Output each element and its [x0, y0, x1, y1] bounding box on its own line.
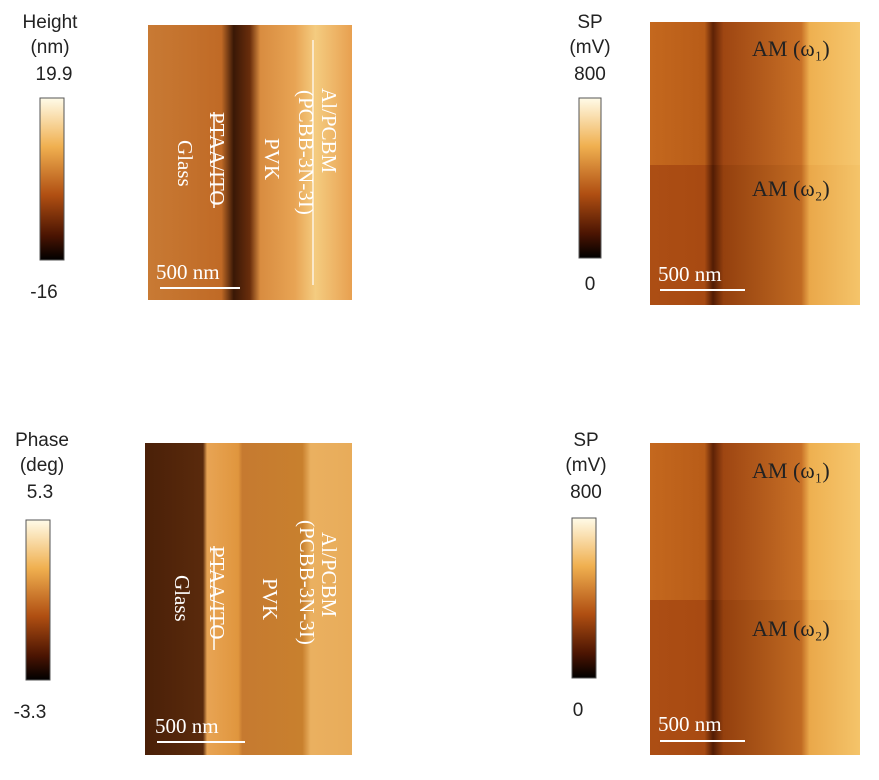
afm-image — [650, 22, 860, 165]
layer-label: Glass — [170, 575, 194, 622]
afm-image — [650, 165, 860, 305]
panel-height: Height (nm) 19.9 -16 Glass PTAA/ITO PVK … — [23, 12, 352, 303]
scale-bar-label: 500 nm — [658, 712, 722, 736]
colorbar-max: 5.3 — [27, 482, 53, 503]
layer-label: PVK — [260, 138, 284, 180]
colorbar-title: SP — [577, 12, 602, 33]
colorbar-min: -3.3 — [14, 702, 47, 723]
panel-phase: Phase (deg) 5.3 -3.3 Glass PTAA/ITO PVK … — [14, 430, 352, 755]
colorbar — [571, 517, 597, 679]
colorbar-min: 0 — [573, 700, 584, 721]
colorbar-min: -16 — [30, 282, 57, 303]
colorbar-title: SP — [573, 430, 598, 451]
colorbar-unit: (nm) — [30, 37, 69, 58]
scale-bar-label: 500 nm — [658, 262, 722, 286]
layer-label: PVK — [258, 578, 282, 620]
colorbar-unit: (mV) — [569, 37, 610, 58]
colorbar-max: 19.9 — [36, 64, 73, 85]
layer-label: PTAA/ITO — [205, 546, 229, 640]
panel-sp-1: SP (mV) 800 0 AM (ω₁) AM (ω₂) 500 nm — [569, 12, 860, 305]
layer-label: (PCBB-3N-3I) — [295, 520, 319, 645]
afm-image — [145, 443, 352, 755]
colorbar-unit: (mV) — [565, 455, 606, 476]
layer-label: Al/PCBM — [317, 88, 341, 174]
afm-image — [148, 25, 352, 300]
layer-label: Al/PCBM — [317, 532, 341, 618]
colorbar-title: Phase — [15, 430, 69, 451]
panel-sp-2: SP (mV) 800 0 AM (ω₁) AM (ω₂) 500 nm — [565, 430, 860, 755]
colorbar — [25, 519, 51, 681]
colorbar-unit: (deg) — [20, 455, 64, 476]
afm-image — [650, 600, 860, 755]
layer-label: (PCBB-3N-3I) — [294, 90, 318, 215]
mode-label: AM (ω₂) — [752, 616, 830, 641]
layer-label: Glass — [173, 140, 197, 187]
scale-bar-label: 500 nm — [156, 260, 220, 284]
mode-label: AM (ω₂) — [752, 176, 830, 201]
colorbar-title: Height — [23, 12, 79, 33]
colorbar — [39, 97, 65, 261]
colorbar-min: 0 — [585, 274, 596, 295]
layer-label: PTAA/ITO — [205, 112, 229, 206]
colorbar-max: 800 — [570, 482, 602, 503]
scale-bar-label: 500 nm — [155, 714, 219, 738]
afm-image — [650, 443, 860, 600]
mode-label: AM (ω₁) — [752, 36, 830, 61]
colorbar — [578, 97, 602, 259]
mode-label: AM (ω₁) — [752, 458, 830, 483]
colorbar-max: 800 — [574, 64, 606, 85]
